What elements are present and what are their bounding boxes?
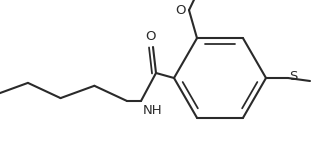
Text: O: O	[146, 30, 156, 43]
Text: S: S	[289, 70, 297, 84]
Text: O: O	[175, 4, 186, 17]
Text: NH: NH	[143, 104, 163, 117]
